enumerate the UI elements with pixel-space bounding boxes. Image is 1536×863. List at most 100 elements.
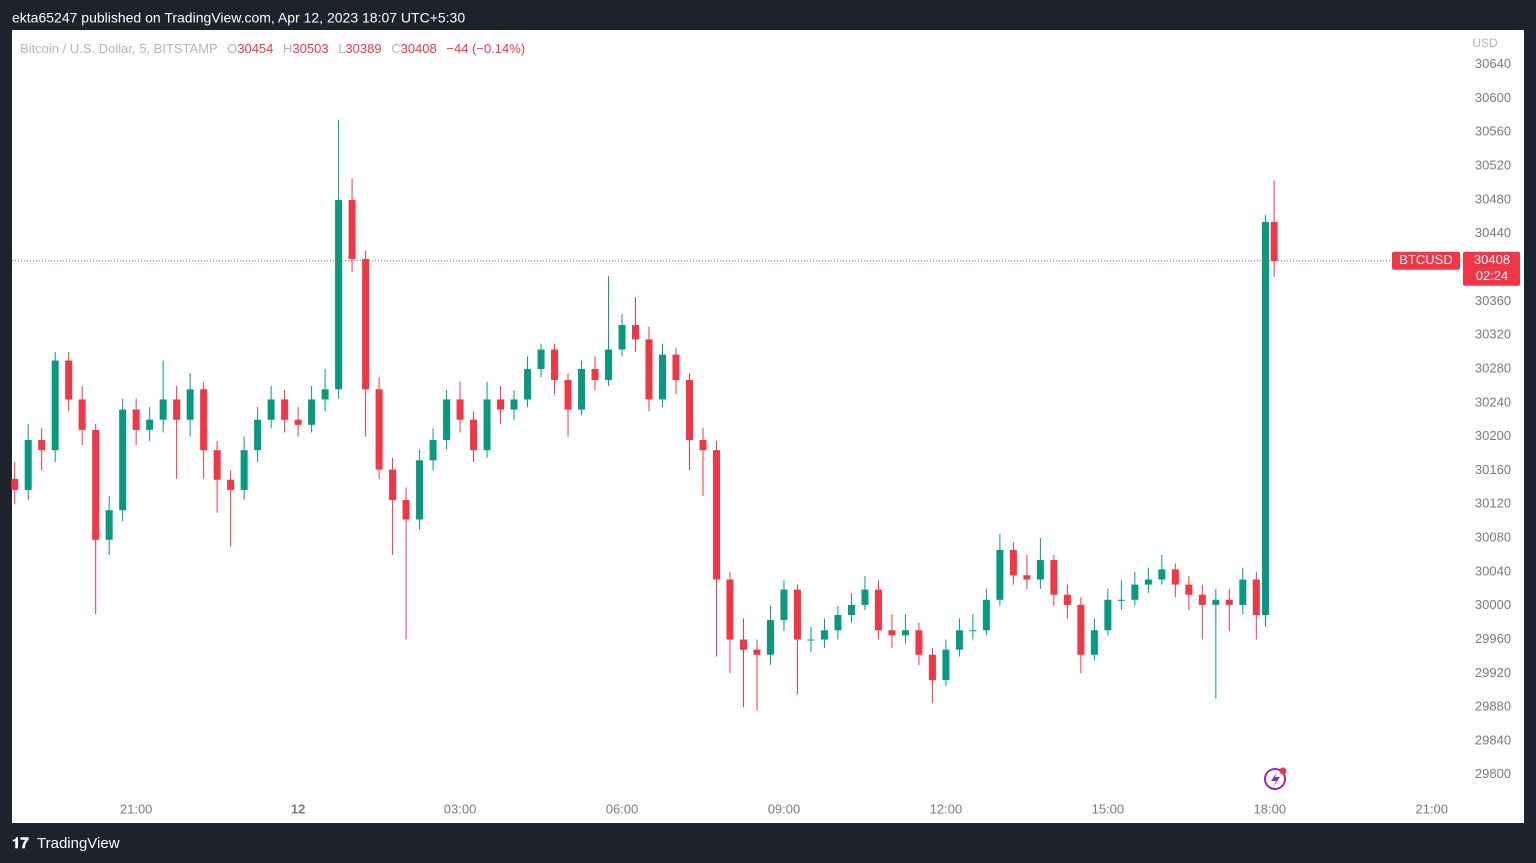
- candle-body: [659, 354, 667, 400]
- candle-body: [510, 399, 518, 410]
- brand: TradingView: [37, 835, 120, 852]
- candle-body: [1225, 599, 1233, 605]
- y-tick-label: 29840: [1475, 732, 1511, 747]
- candle-body: [1270, 221, 1278, 261]
- candle-body: [874, 589, 882, 631]
- candle-body: [915, 630, 923, 655]
- candle-body: [1063, 594, 1071, 605]
- x-tick-label: 21:00: [120, 801, 153, 816]
- y-tick-label: 30240: [1475, 394, 1511, 409]
- candle-body: [321, 389, 329, 400]
- candle-body: [1131, 584, 1139, 600]
- candle-body: [969, 630, 977, 632]
- candle-body: [348, 199, 356, 260]
- candle-body: [1050, 560, 1058, 595]
- candle-body: [456, 399, 464, 420]
- candle-body: [820, 630, 828, 640]
- candle-body: [1212, 599, 1220, 605]
- c-label: C: [391, 41, 400, 56]
- y-tick-label: 30600: [1475, 90, 1511, 105]
- candle-body: [578, 369, 586, 410]
- candle-body: [159, 399, 167, 420]
- x-tick-label: 06:00: [606, 801, 639, 816]
- y-tick-label: 30320: [1475, 327, 1511, 342]
- candle-body: [51, 360, 59, 451]
- candle-body: [928, 654, 936, 681]
- y-tick-label: 30040: [1475, 563, 1511, 578]
- y-tick-label: 29800: [1475, 766, 1511, 781]
- candle-body: [551, 349, 559, 381]
- price-tag: [1463, 251, 1520, 286]
- y-tick-label: 30080: [1475, 530, 1511, 545]
- candle-body: [942, 649, 950, 681]
- candle-body: [308, 399, 316, 425]
- candle-body: [632, 325, 640, 340]
- y-tick-label: 29920: [1475, 665, 1511, 680]
- candle-body: [861, 589, 869, 605]
- candle-body: [1077, 604, 1085, 655]
- candle-body: [645, 339, 653, 400]
- countdown: 02:24: [1476, 268, 1509, 283]
- candle-body: [1185, 584, 1193, 595]
- o-label: O: [227, 41, 237, 56]
- y-tick-label: 30160: [1475, 462, 1511, 477]
- candle-body: [1252, 579, 1260, 616]
- candle-body: [1239, 579, 1247, 605]
- candle-body: [146, 419, 154, 430]
- y-tick-label: 30000: [1475, 597, 1511, 612]
- candle-body: [605, 349, 613, 381]
- alert-icon: [1264, 767, 1287, 790]
- candle-body: [726, 579, 734, 640]
- candle-body: [699, 440, 707, 451]
- y-tick-label: 30640: [1475, 56, 1511, 71]
- l-value: 30389: [345, 41, 381, 56]
- candle-body: [1009, 549, 1017, 576]
- candle-body: [739, 639, 747, 650]
- candle-body: [780, 589, 788, 621]
- candle-body: [78, 399, 86, 430]
- candle-body: [92, 429, 100, 540]
- candle-body: [119, 409, 127, 511]
- candle-body: [375, 389, 383, 470]
- candle-body: [267, 399, 275, 420]
- candle-body: [38, 440, 46, 451]
- candle-body: [685, 380, 693, 441]
- candle-body: [335, 199, 343, 390]
- candle-body: [65, 360, 73, 400]
- candle-body: [173, 399, 181, 420]
- candle-body: [1158, 569, 1166, 580]
- legend: Bitcoin / U.S. Dollar, 5, BITSTAMP O3045…: [20, 41, 525, 56]
- y-tick-label: 30280: [1475, 360, 1511, 375]
- y-tick-label: 29880: [1475, 699, 1511, 714]
- candle-body: [564, 380, 572, 410]
- x-tick-label: 12: [291, 801, 305, 816]
- y-tick-label: 30360: [1475, 293, 1511, 308]
- price-tag-label: 30408: [1474, 252, 1510, 267]
- x-tick-label: 12:00: [930, 801, 963, 816]
- candle-body: [11, 478, 19, 490]
- candle-body: [200, 389, 208, 451]
- x-tick-label: 03:00: [444, 801, 477, 816]
- symbol-tag-label: BTCUSD: [1399, 252, 1452, 267]
- candle-body: [186, 389, 194, 420]
- candle-body: [132, 409, 140, 430]
- candle-body: [1144, 579, 1152, 585]
- x-tick-label: 09:00: [768, 801, 801, 816]
- x-tick-label: 18:00: [1254, 801, 1287, 816]
- candle-body: [281, 399, 289, 420]
- candle-body: [497, 399, 505, 410]
- x-tick-label: 15:00: [1092, 801, 1125, 816]
- change: −44 (−0.14%): [446, 41, 525, 56]
- publish-info: ekta65247 published on TradingView.com, …: [12, 10, 465, 26]
- candle-body: [443, 399, 451, 441]
- candle-body: [524, 369, 532, 400]
- candle-body: [1117, 599, 1125, 601]
- y-tick-label: 30200: [1475, 428, 1511, 443]
- candle-body: [982, 599, 990, 631]
- candle-body: [483, 399, 491, 451]
- candles: [11, 119, 1278, 711]
- candle-body: [1171, 569, 1179, 585]
- candle-body: [1261, 221, 1269, 616]
